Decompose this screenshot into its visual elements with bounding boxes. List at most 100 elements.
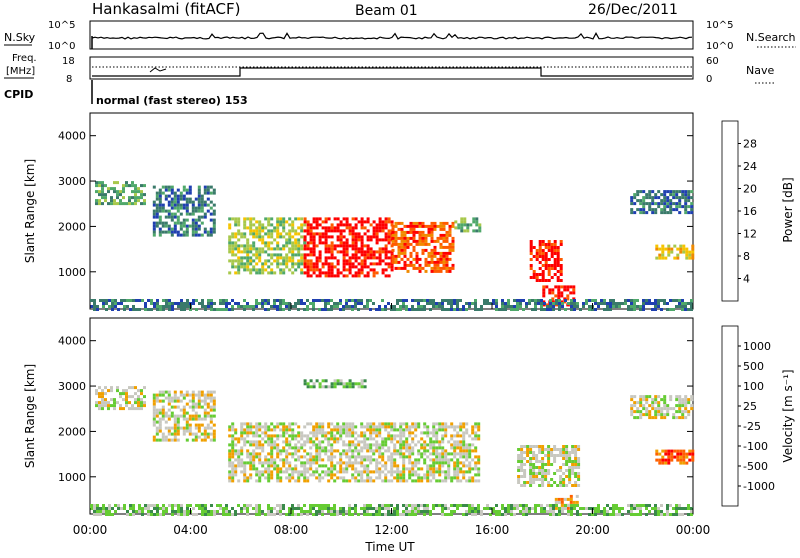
data-cell — [342, 479, 346, 483]
data-cell — [294, 452, 298, 456]
data-cell — [309, 510, 312, 513]
data-cell — [418, 230, 422, 234]
data-cell — [258, 425, 262, 429]
data-cell — [636, 208, 640, 212]
data-cell — [282, 425, 286, 429]
data-cell — [556, 270, 560, 273]
data-cell — [243, 473, 247, 477]
data-cell — [426, 428, 430, 432]
data-cell — [690, 308, 693, 311]
data-cell — [255, 446, 259, 450]
data-cell — [333, 434, 337, 438]
data-cell — [432, 470, 436, 474]
data-cell — [207, 302, 210, 305]
data-cell — [270, 428, 274, 432]
data-cell — [400, 266, 404, 270]
data-cell — [418, 233, 422, 237]
data-cell — [439, 221, 443, 225]
data-cell — [246, 259, 250, 263]
data-cell — [113, 190, 116, 194]
data-cell — [477, 455, 481, 459]
data-cell — [333, 479, 337, 483]
data-cell — [396, 464, 400, 468]
data-cell — [348, 223, 352, 227]
data-cell — [267, 308, 270, 311]
data-cell — [477, 504, 480, 507]
data-cell — [330, 250, 334, 254]
data-cell — [535, 457, 539, 460]
data-cell — [538, 273, 542, 276]
data-cell — [348, 268, 352, 272]
data-cell — [173, 215, 177, 219]
data-cell — [558, 305, 561, 308]
data-cell — [529, 469, 533, 472]
data-cell — [309, 238, 313, 242]
data-cell — [357, 434, 361, 438]
data-cell — [429, 513, 432, 516]
data-cell — [309, 507, 312, 510]
data-cell — [282, 302, 285, 305]
data-cell — [228, 238, 232, 242]
data-cell — [369, 437, 373, 441]
data-cell — [639, 410, 643, 414]
data-cell — [384, 507, 387, 510]
data-cell — [660, 202, 664, 206]
data-cell — [462, 461, 466, 465]
data-cell — [111, 513, 114, 516]
data-cell — [140, 401, 143, 405]
data-cell — [576, 302, 579, 305]
data-cell — [564, 507, 567, 510]
data-cell — [143, 401, 146, 405]
data-cell — [243, 235, 247, 239]
data-cell — [375, 262, 379, 266]
data-cell — [279, 253, 283, 257]
data-cell — [687, 302, 690, 305]
data-cell — [390, 513, 393, 516]
data-cell — [438, 425, 442, 429]
data-cell — [432, 431, 436, 435]
data-cell — [408, 455, 412, 459]
data-cell — [158, 438, 162, 442]
data-cell — [529, 252, 533, 255]
data-cell — [183, 510, 186, 513]
data-cell — [414, 513, 417, 516]
data-cell — [261, 271, 265, 275]
data-cell — [439, 260, 443, 264]
data-cell — [468, 504, 471, 507]
data-cell — [360, 449, 364, 453]
data-cell — [360, 507, 363, 510]
data-cell — [288, 250, 292, 254]
data-cell — [429, 452, 433, 456]
data-cell — [378, 452, 382, 456]
data-cell — [282, 461, 286, 465]
data-cell — [116, 389, 119, 393]
data-cell — [453, 467, 457, 471]
data-cell — [411, 299, 414, 302]
data-cell — [155, 432, 159, 436]
data-cell — [345, 262, 349, 266]
data-cell — [156, 302, 159, 305]
data-cell — [303, 302, 306, 305]
data-cell — [402, 443, 406, 447]
data-cell — [687, 513, 690, 516]
data-cell — [132, 504, 135, 507]
data-cell — [544, 261, 548, 264]
data-cell — [165, 507, 168, 510]
data-cell — [336, 250, 340, 254]
data-cell — [176, 218, 180, 222]
data-cell — [396, 473, 400, 477]
data-cell — [669, 504, 672, 507]
data-cell — [415, 257, 419, 261]
data-cell — [402, 305, 405, 308]
data-cell — [237, 247, 241, 251]
data-cell — [147, 504, 150, 507]
data-cell — [249, 259, 253, 263]
data-cell — [360, 220, 364, 224]
data-cell — [684, 407, 688, 411]
data-cell — [402, 470, 406, 474]
data-cell — [366, 458, 370, 462]
data-cell — [475, 223, 479, 227]
data-cell — [439, 266, 443, 270]
data-cell — [140, 398, 143, 402]
data-cell — [102, 510, 105, 513]
